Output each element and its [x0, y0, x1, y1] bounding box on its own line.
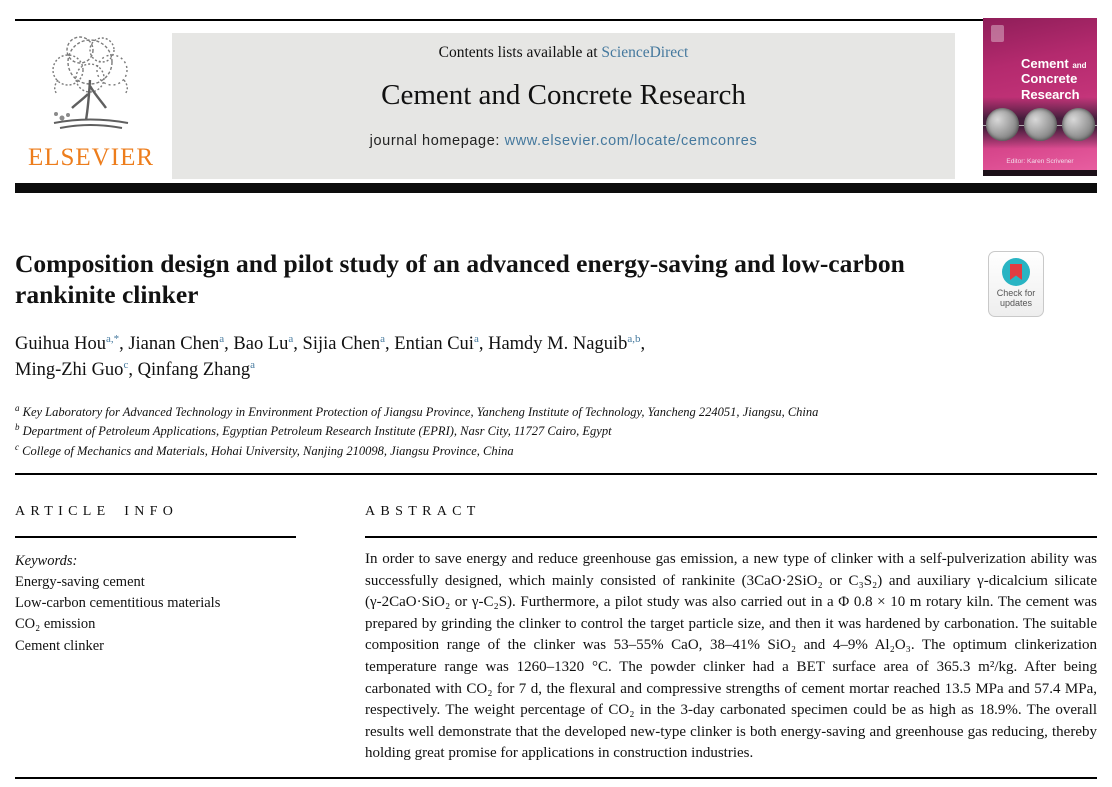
header-separator-bar: [15, 183, 1097, 193]
keyword: Cement clinker: [15, 637, 104, 654]
bottom-rule: [15, 777, 1097, 779]
cover-title-word2: Concrete: [1021, 71, 1078, 87]
cover-micrograph-circle: [1062, 108, 1095, 141]
abstract-text: In order to save energy and reduce green…: [365, 551, 1097, 762]
elsevier-tree-icon: [52, 36, 129, 129]
elsevier-wordmark: ELSEVIER: [27, 144, 155, 171]
cover-micrograph-circle: [986, 108, 1019, 141]
crossmark-icon: [1002, 258, 1030, 286]
affiliation: c College of Mechanics and Materials, Ho…: [15, 441, 514, 458]
contents-line: Contents lists available at ScienceDirec…: [172, 44, 955, 62]
author-affiliation-sup[interactable]: a,*: [105, 332, 120, 345]
keywords-block: Keywords: Energy-saving cement Low-carbon…: [15, 551, 315, 657]
cover-editor-line: Editor: Karen Scrivener: [1006, 158, 1074, 165]
affiliation-list: a Key Laboratory for Advanced Technology…: [15, 402, 1015, 460]
affiliation: b Department of Petroleum Applications, …: [15, 422, 612, 439]
abstract-rule: [365, 536, 1097, 538]
keywords-label: Keywords:: [15, 553, 78, 569]
journal-cover-thumbnail[interactable]: Cement and Concrete Research Editor: Kar…: [983, 18, 1097, 176]
author-list: Guihua Houa,*, Jianan Chena, Bao Lua, Si…: [15, 331, 915, 384]
author: Entian Cuia,: [394, 332, 489, 354]
author: Bao Lua,: [233, 332, 303, 354]
top-rule: [15, 19, 1097, 21]
check-badge-text: Check for updates: [989, 288, 1043, 309]
keyword: Low-carbon cementitious materials: [15, 595, 221, 612]
crossmark-pin-icon: [1010, 264, 1022, 280]
author: Jianan Chena,: [128, 332, 234, 354]
author: Guihua Houa,*,: [15, 332, 129, 354]
elsevier-mini-emblem-icon: [991, 25, 1004, 42]
cover-title-and: and: [1072, 61, 1087, 70]
contents-prefix: Contents lists available at: [438, 44, 602, 61]
author-affiliation-sup[interactable]: a: [250, 359, 255, 372]
author: Qinfang Zhanga: [137, 359, 255, 381]
author-affiliation-sup[interactable]: a,b: [627, 332, 641, 345]
author-affiliation-sup[interactable]: a: [380, 332, 386, 345]
keyword: CO₂ emission: [15, 616, 96, 633]
section-divider-rule: [15, 473, 1097, 475]
journal-title: Cement and Concrete Research: [381, 79, 746, 111]
check-badge-line1: Check for: [996, 288, 1036, 298]
homepage-line: journal homepage: www.elsevier.com/locat…: [172, 133, 955, 149]
journal-header-band: Contents lists available at ScienceDirec…: [172, 33, 955, 179]
author: Hamdy M. Naguiba,b,: [488, 332, 646, 354]
sciencedirect-link[interactable]: ScienceDirect: [601, 44, 689, 61]
check-badge-line2: updates: [999, 298, 1033, 309]
article-info-rule: [15, 536, 296, 538]
elsevier-logo[interactable]: ELSEVIER: [15, 28, 167, 180]
homepage-link[interactable]: www.elsevier.com/locate/cemconres: [504, 133, 758, 149]
author-affiliation-sup[interactable]: a: [288, 332, 294, 345]
author: Sijia Chena,: [302, 332, 395, 354]
keyword-list: Energy-saving cement Low-carbon cementiti…: [15, 572, 315, 657]
homepage-prefix: journal homepage:: [369, 133, 505, 149]
check-for-updates-badge[interactable]: Check for updates: [988, 251, 1044, 317]
cover-micrograph-circle: [1024, 108, 1057, 141]
article-info-heading: ARTICLE INFO: [15, 504, 179, 519]
abstract-heading: ABSTRACT: [365, 504, 481, 519]
author-affiliation-sup[interactable]: a: [473, 332, 479, 345]
author-affiliation-sup[interactable]: c: [123, 359, 129, 372]
cover-title-word1: Cement: [1021, 56, 1069, 71]
author-affiliation-sup[interactable]: a: [219, 332, 225, 345]
cover-title: Cement and Concrete Research: [1021, 56, 1087, 102]
affiliation: a Key Laboratory for Advanced Technology…: [15, 403, 819, 420]
keyword: Energy-saving cement: [15, 574, 145, 591]
author: Ming-Zhi Guoc,: [15, 359, 138, 381]
cover-title-word3: Research: [1021, 86, 1080, 102]
article-title: Composition design and pilot study of an…: [15, 249, 905, 310]
